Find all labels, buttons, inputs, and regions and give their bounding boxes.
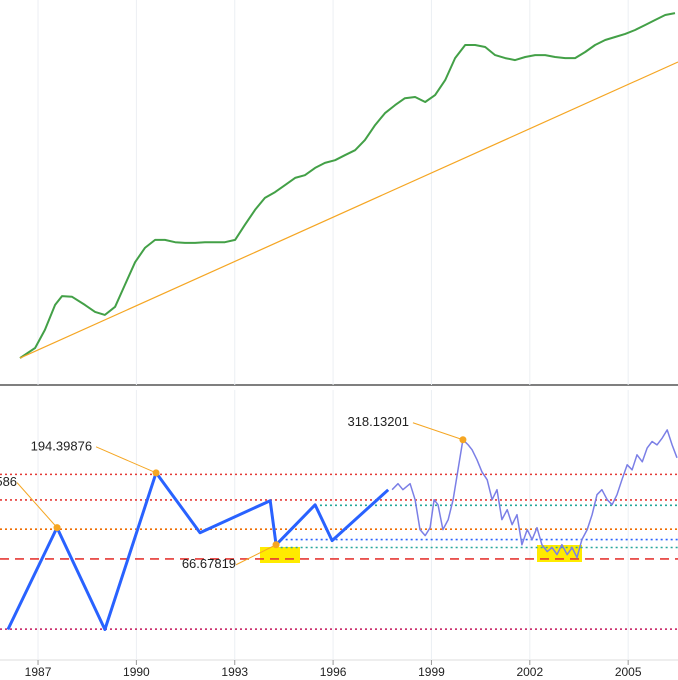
x-tick-label: 1999 [418, 665, 445, 679]
x-tick-label: 1993 [221, 665, 248, 679]
x-tick-label: 2002 [516, 665, 543, 679]
x-tick-label: 1990 [123, 665, 150, 679]
annotation-leader [16, 482, 58, 528]
annotation-leader [235, 544, 277, 566]
annotation-point [152, 469, 160, 477]
series-line [19, 61, 678, 359]
annotation-label: 86.02586 [0, 474, 17, 489]
grid [37, 0, 629, 665]
series-line [6, 471, 390, 631]
annotation-point [272, 541, 280, 549]
x-tick-label: 2005 [615, 665, 642, 679]
annotation-point [459, 436, 467, 444]
x-tick-label: 1996 [320, 665, 347, 679]
annotation-label: 194.39876 [31, 438, 92, 453]
annotation-leader [412, 422, 464, 441]
plot: 194.39876 86.02586 318.13201 66.67819 [0, 12, 678, 631]
series-line [19, 12, 676, 359]
x-tick-label: 1987 [25, 665, 52, 679]
annotation-label: 66.67819 [182, 556, 236, 571]
series-line [391, 429, 678, 559]
annotation-point [53, 524, 61, 532]
annotation-label: 318.13201 [347, 414, 408, 429]
annotation-leader [95, 446, 157, 474]
